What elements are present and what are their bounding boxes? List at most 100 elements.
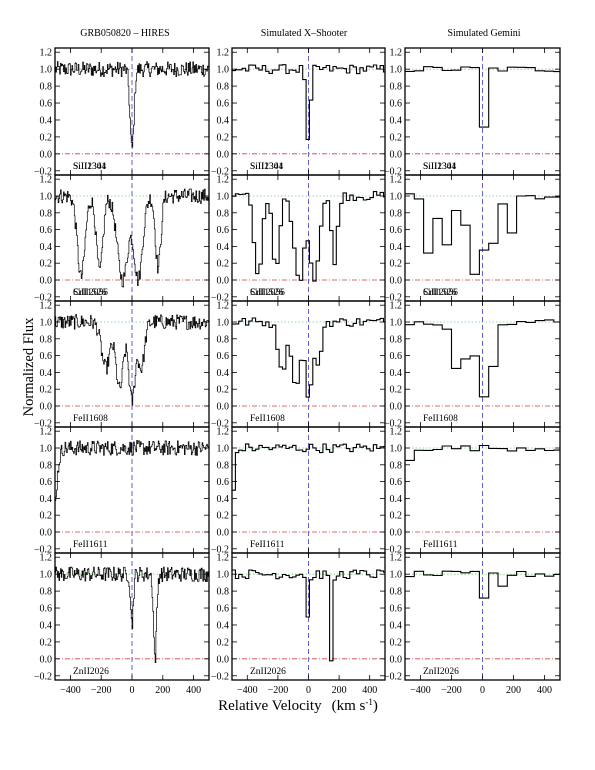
ion-label-overlay: CrII2056 (423, 288, 458, 298)
column-title-xshooter: Simulated X–Shooter (261, 28, 348, 39)
y-tick-label: 0.0 (217, 276, 230, 287)
panel-FeII1611-gemini: −0.2 0.0 0.2 0.4 0.6 0.8 1.0 1.2 FeII1611 (384, 426, 561, 555)
y-tick-label: −0.2 (211, 418, 229, 429)
ion-label: FeII1611 (250, 540, 285, 550)
y-tick-label: 0.6 (40, 351, 53, 362)
y-tick-label: 0.6 (217, 604, 230, 615)
y-tick-label: 0.6 (390, 477, 403, 488)
y-tick-label: 0.2 (217, 385, 230, 396)
y-tick-label: 0.6 (217, 477, 230, 488)
y-tick-label: 0.8 (390, 334, 403, 345)
ion-label: ZnII2026 (250, 667, 286, 677)
spectrum-line (405, 319, 560, 398)
y-tick-label: 0.6 (217, 351, 230, 362)
y-tick-label: 0.8 (390, 208, 403, 219)
y-tick-label: −0.2 (34, 166, 52, 177)
ion-label-overlay: CrII2056 (73, 288, 108, 298)
y-tick-label: 0.4 (40, 242, 53, 253)
y-tick-label: −0.2 (384, 544, 402, 555)
ion-label: FeII1611 (423, 540, 458, 550)
panel-SiII1304-gemini: −0.2 0.0 0.2 0.4 0.6 0.8 1.0 1.2 SiII1304SiII234… (384, 47, 561, 177)
y-tick-label: 0.4 (390, 368, 403, 379)
y-tick-label: 0.6 (40, 477, 53, 488)
y-tick-label: 0.4 (40, 368, 53, 379)
panel-grid: −0.20.00.20.40.60.81.01.2SiII1304SiII234… (34, 47, 561, 696)
spectrum-line (405, 570, 560, 599)
y-tick-label: 0.8 (217, 82, 230, 93)
y-tick-label: 1.0 (217, 65, 230, 76)
y-tick-label: 0.4 (390, 115, 403, 126)
y-tick-label: 0.8 (390, 82, 403, 93)
x-axis-label-text: Relative Velocity (218, 698, 322, 714)
y-tick-label: 0.8 (40, 82, 53, 93)
ion-label: FeII1608 (423, 414, 458, 424)
x-tick-label: −400 (60, 685, 81, 696)
y-tick-label: 0.4 (390, 620, 403, 631)
y-tick-label: 0.4 (40, 115, 53, 126)
y-tick-label: 0.6 (390, 604, 403, 615)
y-tick-label: 1.2 (390, 175, 403, 186)
x-tick-label: 400 (186, 685, 201, 696)
y-tick-label: 0.2 (217, 511, 230, 522)
x-tick-label: 200 (506, 685, 521, 696)
y-tick-label: 0.2 (390, 385, 403, 396)
y-tick-label: 1.0 (390, 192, 403, 203)
y-tick-label: 0.6 (40, 99, 53, 110)
y-tick-label: 0.0 (40, 654, 53, 665)
x-tick-label: 0 (130, 685, 135, 696)
y-tick-label: −0.2 (211, 292, 229, 303)
ion-label: SiII1304 (73, 162, 107, 172)
y-tick-label: 0.4 (217, 620, 230, 631)
ion-label: ZnII2026 (73, 667, 109, 677)
ion-label: SiII1526 (250, 288, 284, 298)
spectrum-line (55, 61, 210, 148)
x-tick-label: 200 (155, 685, 170, 696)
y-tick-label: 0.0 (390, 402, 403, 413)
panel-SiII1526-xshooter: −0.2 0.0 0.2 0.4 0.6 0.8 1.0 1.2 SiII1526CrII205… (211, 174, 386, 303)
panel-FeII1608-xshooter: −0.2 0.0 0.2 0.4 0.6 0.8 1.0 1.2 FeII1608 (211, 300, 386, 429)
spectrum-line (405, 444, 560, 461)
y-tick-label: 1.0 (40, 570, 53, 581)
spectrum-line (232, 569, 385, 662)
y-tick-label: 1.0 (40, 318, 53, 329)
y-tick-label: 0.6 (217, 225, 230, 236)
y-tick-label: 1.0 (390, 444, 403, 455)
y-tick-label: 0.4 (40, 494, 53, 505)
y-tick-label: 0.0 (390, 654, 403, 665)
y-tick-label: 0.0 (217, 654, 230, 665)
y-tick-label: 0.2 (40, 511, 53, 522)
x-tick-label: 200 (332, 685, 347, 696)
y-tick-label: 0.0 (390, 276, 403, 287)
panel-ZnII2026-hires: −0.2 0.0 0.2 0.4 0.6 0.8 1.0 1.2 −400 −200 0 200 400… (34, 552, 210, 696)
panel-FeII1611-xshooter: −0.2 0.0 0.2 0.4 0.6 0.8 1.0 1.2 FeII1611 (211, 426, 386, 555)
y-tick-label: −0.2 (384, 292, 402, 303)
spectrum-line (232, 191, 385, 282)
y-tick-label: 1.0 (40, 444, 53, 455)
y-tick-label: 0.4 (217, 242, 230, 253)
y-tick-label: 0.8 (217, 208, 230, 219)
y-tick-label: 0.2 (40, 385, 53, 396)
y-tick-label: 0.6 (40, 604, 53, 615)
y-tick-label: 0.8 (40, 334, 53, 345)
y-tick-label: −0.2 (34, 544, 52, 555)
y-tick-label: 0.8 (40, 208, 53, 219)
y-tick-label: 0.2 (390, 132, 403, 143)
ion-label: SiII1304 (250, 162, 284, 172)
ion-label-overlay: CrII2056 (250, 288, 285, 298)
spectrum-line (55, 566, 210, 663)
y-tick-label: 0.6 (390, 351, 403, 362)
y-tick-label: 1.2 (390, 48, 403, 59)
x-tick-label: 400 (537, 685, 552, 696)
y-tick-label: 0.4 (217, 368, 230, 379)
y-tick-label: 1.2 (217, 553, 230, 564)
y-tick-label: 0.8 (390, 460, 403, 471)
x-tick-label: 400 (362, 685, 377, 696)
x-tick-label: −200 (268, 685, 289, 696)
ion-label: ZnII2026 (423, 667, 459, 677)
y-tick-label: −0.2 (384, 671, 402, 682)
spectrum-line (55, 440, 210, 502)
y-tick-label: 1.2 (40, 301, 53, 312)
y-tick-label: 0.4 (40, 620, 53, 631)
panel-SiII1304-hires: −0.2 0.0 0.2 0.4 0.6 0.8 1.0 1.2 SiII1304SiII234… (34, 47, 210, 177)
